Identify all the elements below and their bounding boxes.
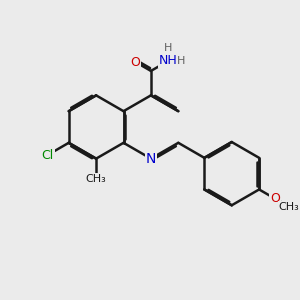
Text: CH₃: CH₃ bbox=[279, 202, 299, 212]
Text: H: H bbox=[164, 43, 172, 53]
Text: CH₃: CH₃ bbox=[86, 174, 106, 184]
Text: O: O bbox=[130, 56, 140, 68]
Text: O: O bbox=[270, 192, 280, 205]
Text: NH: NH bbox=[159, 54, 178, 68]
Text: H: H bbox=[177, 56, 185, 66]
Text: Cl: Cl bbox=[41, 148, 54, 161]
Text: N: N bbox=[146, 152, 156, 166]
